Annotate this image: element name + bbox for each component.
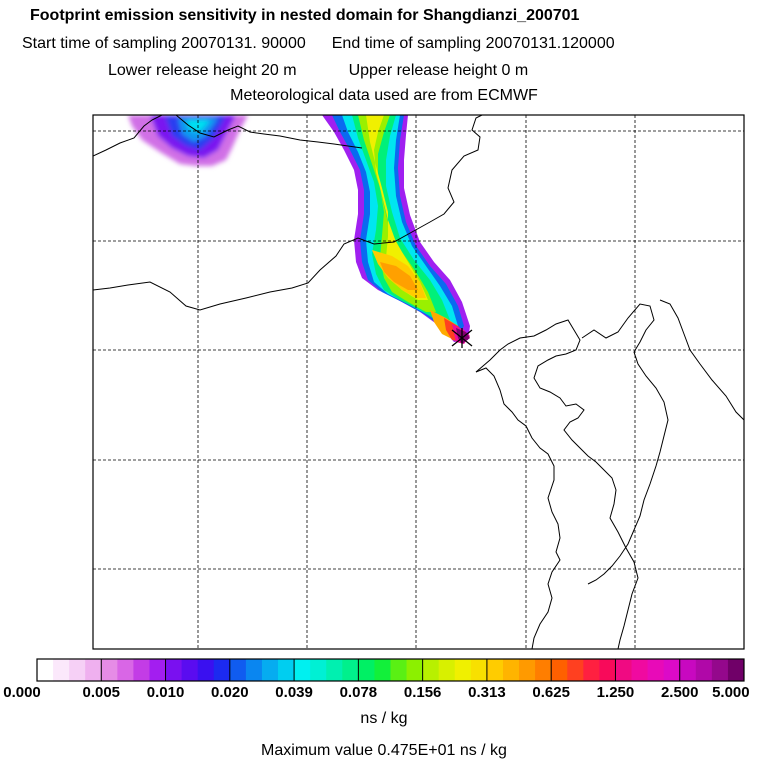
colorbar-swatch (583, 659, 600, 681)
sampling-times: Start time of sampling 20070131. 90000 En… (22, 34, 615, 54)
colorbar-swatch (326, 659, 343, 681)
colorbar-swatch (165, 659, 183, 681)
colorbar-tick-label: 5.000 (712, 684, 750, 701)
colorbar-swatch (181, 659, 199, 681)
colorbar-swatch (101, 659, 118, 681)
colorbar-swatch (245, 659, 263, 681)
colorbar-swatch (599, 659, 616, 681)
colorbar-swatch (695, 659, 713, 681)
colorbar-swatch (278, 659, 295, 681)
colorbar-swatch (727, 659, 745, 681)
colorbar-units: ns / kg (360, 710, 408, 727)
colorbar-swatch (438, 659, 456, 681)
receptor-marker (451, 328, 473, 348)
map-frame (92, 114, 745, 650)
maximum-value: Maximum value 0.475E+01 ns / kg (261, 742, 507, 759)
upper-release-height: Upper release height 0 m (348, 62, 529, 79)
colorbar-tick-label: 0.000 (3, 684, 41, 701)
colorbar-swatch (615, 659, 632, 681)
map-title: Footprint emission sensitivity in nested… (30, 7, 580, 24)
colorbar-swatch (567, 659, 584, 681)
colorbar-swatch (310, 659, 327, 681)
colorbar-swatch (422, 659, 440, 681)
northwest-plume (128, 115, 248, 166)
colorbar-swatch (519, 659, 536, 681)
colorbar-tick-label: 0.020 (211, 684, 249, 701)
coastlines (93, 115, 744, 649)
colorbar-swatch (197, 659, 215, 681)
sensitivity-field (128, 115, 470, 344)
colorbar-swatch (69, 659, 86, 681)
colorbar-swatch (213, 659, 231, 681)
colorbar-tick-label: 0.156 (403, 684, 442, 701)
colorbar-tick-label: 0.010 (146, 684, 185, 701)
colorbar-swatch (229, 659, 247, 681)
colorbar-tick-label: 0.313 (468, 684, 506, 701)
lower-release-height: Lower release height 20 m (108, 62, 297, 79)
colorbar (36, 658, 745, 682)
colorbar-swatch (663, 659, 681, 681)
colorbar-swatch (535, 659, 552, 681)
colorbar-tick-label: 0.005 (82, 684, 121, 701)
colorbar-swatch (647, 659, 665, 681)
colorbar-swatch (294, 659, 311, 681)
release-heights: Lower release height 20 m Upper release h… (108, 61, 528, 81)
colorbar-swatch (133, 659, 150, 681)
colorbar-swatch (631, 659, 648, 681)
colorbar-swatch (679, 659, 697, 681)
grid-lines (93, 115, 744, 649)
colorbar-swatch (358, 659, 375, 681)
colorbar-swatch (374, 659, 391, 681)
colorbar-swatch (470, 659, 488, 681)
colorbar-swatch (390, 659, 407, 681)
colorbar-tick-label: 2.500 (660, 684, 699, 701)
colorbar-swatch (53, 659, 70, 681)
colorbar-swatch (502, 659, 520, 681)
colorbar-swatch (85, 659, 102, 681)
colorbar-swatch (551, 659, 568, 681)
colorbar-swatch (261, 659, 279, 681)
colorbar-swatch (117, 659, 134, 681)
colorbar-swatch (37, 659, 54, 681)
colorbar-swatch (454, 659, 472, 681)
colorbar-swatch (406, 659, 424, 681)
colorbar-swatch (149, 659, 166, 681)
colorbar-swatch (711, 659, 729, 681)
colorbar-tick-label: 0.039 (275, 684, 313, 701)
end-time: End time of sampling 20070131.120000 (331, 35, 615, 52)
main-plume (322, 115, 470, 344)
colorbar-frame (36, 658, 745, 682)
colorbar-tick-label: 1.250 (596, 684, 635, 701)
colorbar-swatch (486, 659, 504, 681)
colorbar-tick-label: 0.625 (532, 684, 570, 701)
met-data-source: Meteorological data used are from ECMWF (230, 87, 538, 104)
start-time: Start time of sampling 20070131. 90000 (22, 35, 306, 52)
colorbar-tick-label: 0.078 (339, 684, 378, 701)
colorbar-swatch (342, 659, 359, 681)
